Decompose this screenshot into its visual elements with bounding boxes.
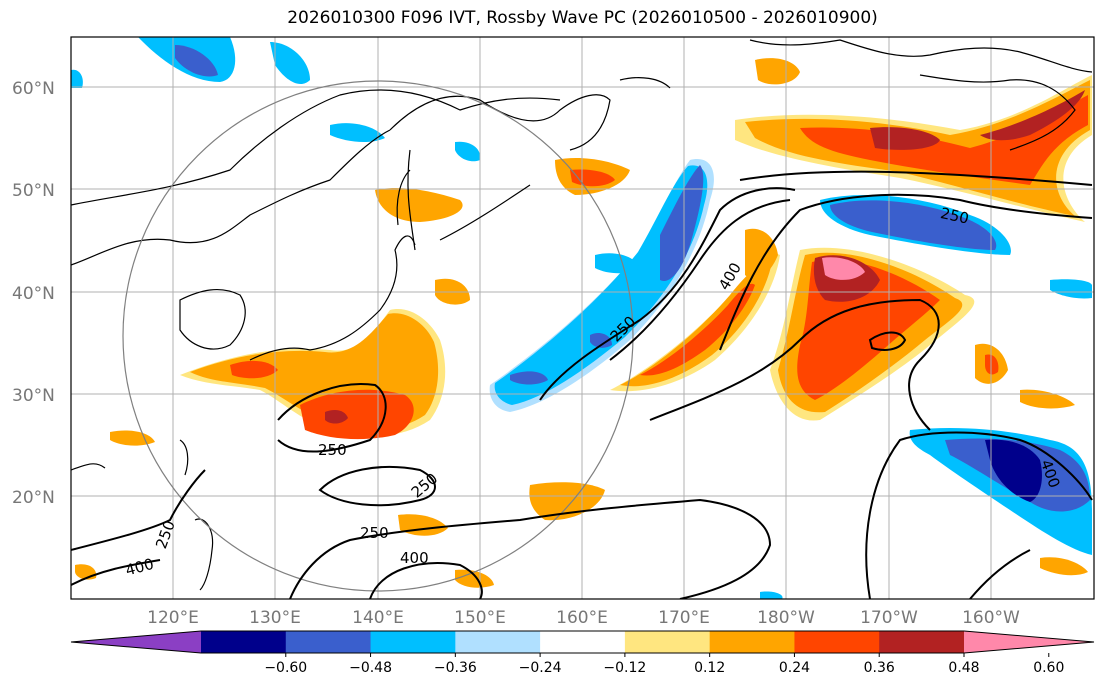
contour-label: 250	[360, 524, 389, 542]
colorbar: −0.60 −0.48 −0.36 −0.24 −0.12 0.12 0.24 0.36 0.4…	[70, 630, 1095, 676]
lat-label: 50°N	[12, 181, 55, 201]
lon-label: 150°E	[454, 608, 506, 628]
colorbar-extend-low	[71, 631, 201, 653]
lat-label: 40°N	[12, 284, 55, 304]
lat-label: 60°N	[12, 79, 55, 99]
colorbar-segment	[540, 631, 626, 653]
colorbar-tick-label: 0.12	[694, 660, 725, 676]
colorbar-tick-label: −0.48	[349, 660, 392, 676]
colorbar-outline	[70, 630, 1095, 654]
map-title: 2026010300 F096 IVT, Rossby Wave PC (202…	[287, 8, 878, 28]
colorbar-tick-label: −0.12	[603, 660, 646, 676]
colorbar-segment	[709, 631, 795, 653]
contour-label: 400	[400, 549, 429, 567]
projection-circle	[122, 80, 634, 592]
lon-label: 180°W	[757, 608, 815, 628]
lon-label: 120°E	[147, 608, 199, 628]
map-plot: 250 250 400 250 250 250 250 400 400 400	[71, 37, 1094, 599]
colorbar-segment	[201, 631, 287, 653]
colorbar-extend-high	[964, 631, 1094, 653]
colorbar-tick-label: −0.36	[434, 660, 477, 676]
colorbar-tick-label: 0.48	[948, 660, 979, 676]
latitude-labels: 60°N 50°N 40°N 30°N 20°N	[12, 79, 55, 508]
contour-label: 250	[939, 204, 971, 228]
map-frame	[70, 36, 1095, 600]
lon-label: 160°W	[962, 608, 1020, 628]
coastlines	[71, 39, 1093, 591]
lon-label: 130°E	[249, 608, 301, 628]
colorbar-tick-label: 0.60	[1033, 660, 1064, 676]
colorbar-tick-label: 0.24	[779, 660, 810, 676]
lon-label: 170°W	[860, 608, 918, 628]
colorbar-tick-label: −0.60	[264, 660, 307, 676]
longitude-labels: 120°E 130°E 140°E 150°E 160°E 170°E 180°…	[147, 608, 1020, 628]
colorbar-segment	[794, 631, 880, 653]
height-contours	[71, 170, 1093, 599]
lat-label: 30°N	[12, 386, 55, 406]
lon-label: 170°E	[658, 608, 710, 628]
graticule	[71, 37, 1094, 599]
colorbar-segment	[370, 631, 456, 653]
negative-anomaly-fills	[71, 37, 1092, 599]
colorbar-segment	[455, 631, 541, 653]
colorbar-tick-label: 0.36	[864, 660, 895, 676]
lat-label: 20°N	[12, 488, 55, 508]
colorbar-segment	[879, 631, 965, 653]
colorbar-segment	[624, 631, 711, 653]
colorbar-segment	[285, 631, 372, 653]
contour-label: 250	[318, 441, 347, 459]
lon-label: 160°E	[556, 608, 608, 628]
colorbar-tick-label: −0.24	[519, 660, 562, 676]
lon-label: 140°E	[352, 608, 404, 628]
positive-anomaly-fills	[75, 58, 1092, 588]
